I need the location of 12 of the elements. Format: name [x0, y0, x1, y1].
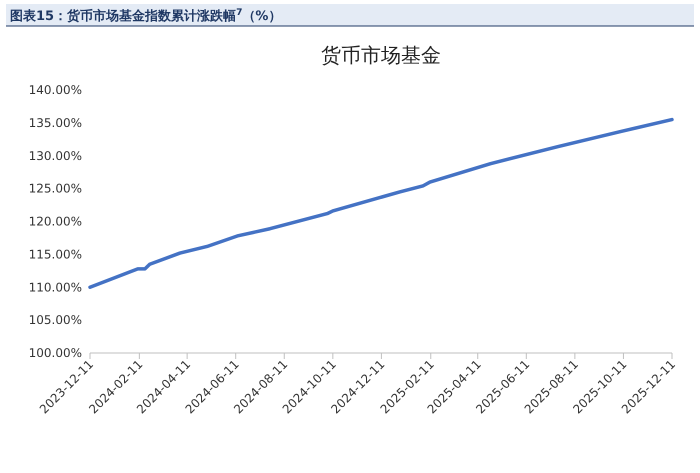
y-tick-label: 105.00% [28, 313, 82, 328]
line-series [88, 118, 674, 289]
y-tick-label: 140.00% [28, 83, 82, 97]
y-tick-label: 130.00% [28, 148, 82, 163]
y-tick-label: 120.00% [28, 214, 82, 228]
y-tick-label: 100.00% [28, 346, 82, 360]
y-tick-label: 110.00% [28, 280, 82, 294]
y-tick-label: 115.00% [28, 247, 82, 262]
y-tick-label: 125.00% [28, 182, 82, 196]
chart-subtitle: 图表15：货币市场基金指数累计涨跌幅$^{7}$（%） [10, 8, 282, 24]
chart-title: 货币市场基金 [321, 43, 441, 67]
y-tick-label: 135.00% [28, 116, 82, 130]
